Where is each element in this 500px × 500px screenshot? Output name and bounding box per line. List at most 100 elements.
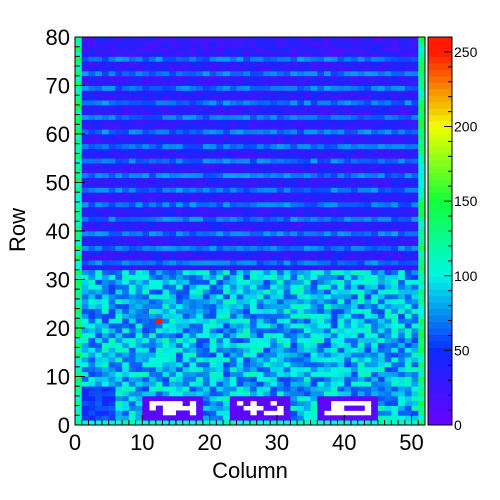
heatmap-cell	[95, 95, 103, 101]
heatmap-cell	[149, 366, 157, 373]
heatmap-cell	[95, 187, 103, 193]
heatmap-cell	[128, 216, 136, 222]
heatmap-cell	[377, 391, 386, 397]
heatmap-cell	[250, 323, 258, 329]
heatmap-cell	[364, 119, 372, 125]
heatmap-cell	[263, 332, 271, 339]
heatmap-cell	[155, 95, 163, 101]
heatmap-cell	[391, 347, 399, 353]
heatmap-cell	[384, 90, 392, 96]
heatmap-cell	[391, 323, 399, 329]
heatmap-cell	[223, 70, 231, 77]
heatmap-cell	[229, 400, 237, 406]
heatmap-cell	[270, 61, 278, 67]
heatmap-cell	[135, 51, 143, 57]
heatmap-cell	[236, 201, 244, 208]
heatmap-cell	[223, 323, 231, 329]
heatmap-cell	[310, 85, 318, 91]
heatmap-cell	[155, 46, 163, 52]
heatmap-cell	[229, 284, 237, 290]
heatmap-cell	[162, 371, 170, 377]
heatmap-cell	[377, 318, 386, 324]
heatmap-cell	[317, 46, 325, 52]
heatmap-cell	[175, 177, 184, 183]
heatmap-cell	[216, 201, 224, 208]
heatmap-cell	[344, 381, 352, 387]
heatmap-cell	[155, 104, 163, 111]
heatmap-cell	[310, 226, 318, 232]
heatmap-cell	[317, 415, 325, 421]
heatmap-cell	[283, 361, 291, 368]
heatmap-cell	[303, 250, 311, 256]
heatmap-cell	[162, 240, 170, 246]
heatmap-cell	[135, 95, 143, 101]
heatmap-cell	[209, 279, 217, 285]
heatmap-cell	[142, 298, 150, 305]
heatmap-cell	[155, 211, 163, 217]
heatmap-cell	[377, 395, 386, 402]
heatmap-cell	[371, 211, 379, 217]
heatmap-cell	[398, 221, 406, 227]
heatmap-cell	[202, 395, 211, 402]
heatmap-cell	[398, 138, 406, 145]
heatmap-cell	[202, 153, 211, 159]
heatmap-cell	[175, 226, 184, 232]
heatmap-cell	[223, 143, 231, 149]
heatmap-cell	[236, 90, 244, 96]
heatmap-cell	[216, 294, 224, 300]
heatmap-cell	[263, 41, 271, 48]
heatmap-cell	[149, 235, 157, 242]
heatmap-cell	[236, 313, 244, 319]
heatmap-cell	[324, 405, 332, 411]
heatmap-cell	[384, 235, 392, 242]
heatmap-cell	[290, 376, 298, 382]
heatmap-cell	[236, 231, 244, 237]
heatmap-cell	[263, 405, 271, 411]
heatmap-cell	[276, 284, 285, 290]
heatmap-cell	[209, 347, 217, 353]
heatmap-cell	[350, 129, 359, 135]
heatmap-cell	[384, 376, 392, 382]
heatmap-cell	[229, 138, 237, 145]
heatmap-cell	[303, 245, 311, 251]
heatmap-cell	[344, 313, 352, 319]
heatmap-cell	[189, 211, 197, 217]
heatmap-cell	[337, 153, 345, 159]
heatmap-cell	[182, 240, 190, 246]
heatmap-cell	[270, 269, 278, 276]
heatmap-cell	[324, 153, 332, 159]
heatmap-cell	[216, 371, 224, 377]
heatmap-cell	[115, 206, 123, 212]
heatmap-cell	[337, 337, 345, 343]
heatmap-cell	[404, 187, 412, 193]
heatmap-cell	[364, 216, 372, 222]
heatmap-cell	[290, 37, 298, 43]
heatmap-cell	[350, 109, 359, 115]
heatmap-cell	[310, 172, 318, 179]
heatmap-cell	[398, 206, 406, 212]
heatmap-cell	[189, 250, 197, 256]
heatmap-cell	[209, 313, 217, 319]
heatmap-cell	[256, 138, 264, 145]
heatmap-cell	[229, 231, 237, 237]
heatmap-cell	[290, 143, 298, 149]
heatmap-cell	[297, 226, 305, 232]
heatmap-cell	[344, 284, 352, 290]
heatmap-cell	[418, 51, 426, 57]
heatmap-cell	[189, 163, 197, 169]
heatmap-cell	[162, 163, 170, 169]
heatmap-cell	[371, 192, 379, 198]
heatmap-cell	[364, 279, 372, 285]
heatmap-cell	[162, 75, 170, 82]
heatmap-cell	[182, 90, 190, 96]
heatmap-cell	[135, 129, 143, 135]
heatmap-cell	[175, 245, 184, 251]
heatmap-cell	[229, 366, 237, 373]
heatmap-cell	[108, 405, 116, 411]
heatmap-cell	[411, 361, 419, 368]
heatmap-cell	[404, 391, 412, 397]
heatmap-cell	[189, 192, 197, 198]
heatmap-cell	[263, 298, 271, 305]
heatmap-cell	[377, 231, 386, 237]
heatmap-cell	[398, 95, 406, 101]
